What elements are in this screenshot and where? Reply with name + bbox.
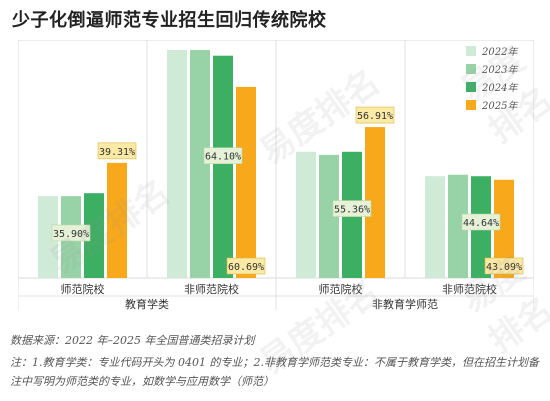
bar-0-3 xyxy=(425,176,445,278)
data-label: 35.90% xyxy=(53,229,89,240)
bar-1-2 xyxy=(319,154,339,278)
data-label: 60.69% xyxy=(228,262,264,273)
data-label-box xyxy=(484,257,524,275)
bar-0-2 xyxy=(296,151,316,278)
group-label: 教育学类 xyxy=(125,297,169,310)
data-label-box xyxy=(203,147,243,165)
bar-0-0 xyxy=(38,196,58,278)
legend-swatch-2 xyxy=(466,82,476,92)
bar-chart: 39.31% 35.90% 64.10% 60.69% 56.91% 55.36% 44.6… xyxy=(18,40,534,310)
data-label: 64.10% xyxy=(205,152,241,163)
data-label: 43.09% xyxy=(486,262,522,273)
data-label-box xyxy=(51,224,91,242)
legend-label-0: 2022年 xyxy=(481,46,518,58)
bar-1-3 xyxy=(448,174,468,278)
category-label: 师范院校 xyxy=(319,282,363,296)
legend-label-3: 2025年 xyxy=(481,100,518,112)
group-label: 非教育学师范 xyxy=(372,297,438,310)
legend-swatch-1 xyxy=(466,64,476,74)
data-label-box xyxy=(461,213,501,231)
bar-2-1 xyxy=(213,55,233,279)
bar-2-0 xyxy=(84,193,104,278)
data-label-box xyxy=(332,200,372,217)
category-label: 非师范院校 xyxy=(184,282,239,296)
legend-swatch-3 xyxy=(466,100,476,110)
data-label-box xyxy=(355,106,395,124)
chart-title: 少子化倒逼师范专业招生回归传统院校 xyxy=(12,10,327,31)
category-label: 师范院校 xyxy=(61,282,105,296)
bar-1-1 xyxy=(190,50,210,278)
bar-3-3 xyxy=(494,179,514,278)
bar-0-1 xyxy=(167,50,187,278)
data-label: 39.31% xyxy=(99,147,135,158)
data-label: 56.91% xyxy=(357,111,393,122)
bar-3-2 xyxy=(365,127,385,279)
bar-3-0 xyxy=(107,162,127,278)
legend-label-1: 2023年 xyxy=(481,64,518,76)
data-label: 55.36% xyxy=(334,205,370,216)
footnote: 注：1.教育学类：专业代码开头为 0401 的专业；2.非教育学师范类专业：不属… xyxy=(10,356,539,388)
legend-label-2: 2024年 xyxy=(481,82,518,94)
data-label: 44.64% xyxy=(463,218,499,229)
legend-swatch-0 xyxy=(466,46,476,56)
chart-area: 39.31% 35.90% 64.10% 60.69% 56.91% 55.36% 44.6… xyxy=(18,40,534,310)
bar-3-1 xyxy=(236,86,256,278)
data-label-box xyxy=(226,257,266,275)
category-label: 非师范院校 xyxy=(442,282,497,296)
data-label-box xyxy=(97,142,137,160)
data-source: 数据来源：2022 年–2025 年全国普通类招录计划 xyxy=(10,334,255,347)
